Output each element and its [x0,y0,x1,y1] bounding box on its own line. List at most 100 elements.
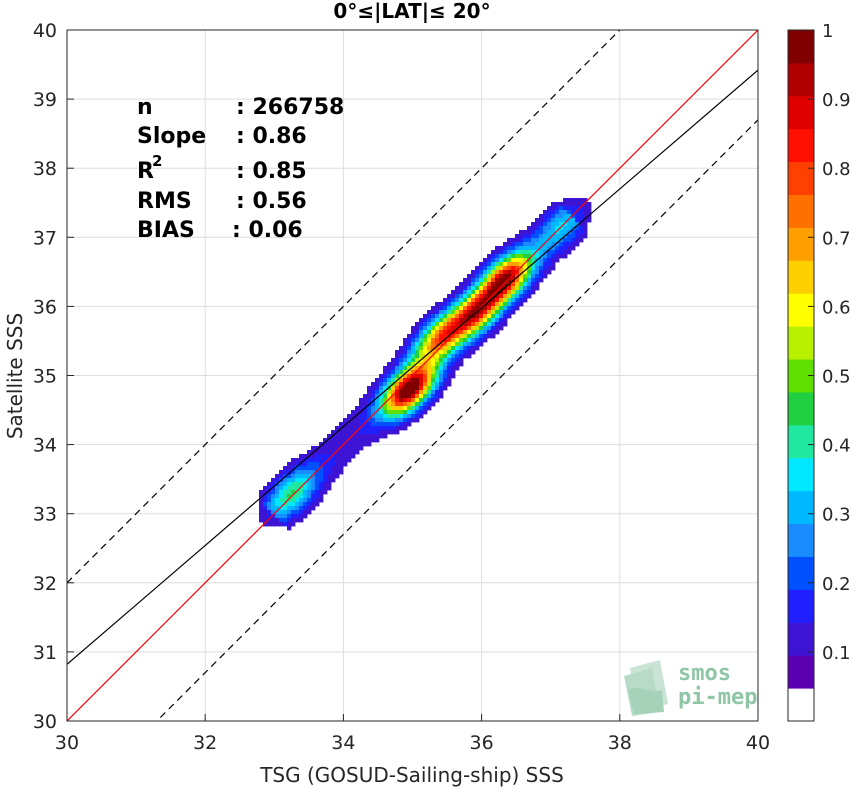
density-cell [567,238,572,243]
density-cell [295,518,300,523]
density-cell [427,366,432,371]
density-cell [299,458,304,463]
density-cell [471,282,476,287]
density-cell [419,334,424,339]
density-cell [467,330,472,335]
density-cell [319,494,324,499]
density-cell [455,358,460,363]
density-cell [427,322,432,327]
density-cell [535,222,540,227]
density-cell [563,238,568,243]
density-cell [335,462,340,467]
density-cell [511,286,516,291]
density-cell [403,426,408,431]
density-cell [539,214,544,219]
density-cell [495,290,500,295]
density-cell [583,226,588,231]
density-cell [451,298,456,303]
density-cell [383,410,388,415]
density-cell [379,378,384,383]
density-cell [351,442,356,447]
density-contours [259,198,592,531]
density-cell [279,498,284,503]
density-cell [363,434,368,439]
density-cell [555,250,560,255]
density-cell [431,322,436,327]
density-cell [515,266,520,271]
offset_upper-line [67,30,621,584]
density-cell [295,490,300,495]
density-cell [287,494,292,499]
density-cell [375,382,380,387]
density-cell [379,406,384,411]
density-cell [411,414,416,419]
density-cell [295,478,300,483]
density-cell [519,290,524,295]
density-cell [291,466,296,471]
stat-label: BIAS [137,218,195,243]
colorbar-tick-labels: 0.1 0.2 0.3 0.4 0.5 0.6 0.7 0.8 0.9 1 [808,21,851,664]
density-cell [427,354,432,359]
density-cell [351,418,356,423]
density-cell [431,306,436,311]
density-cell [531,290,536,295]
density-cell [583,206,588,211]
density-cell [579,206,584,211]
density-cell [343,430,348,435]
density-cell [499,314,504,319]
density-cell [567,250,572,255]
density-cell [287,486,292,491]
density-cell [527,278,532,283]
density-cell [475,334,480,339]
density-cell [267,514,272,519]
density-cell [319,446,324,451]
density-cell [551,210,556,215]
density-cell [463,314,468,319]
density-cell [363,426,368,431]
density-cell [423,338,428,343]
density-cell [527,266,532,271]
density-cell [283,510,288,515]
density-cell [387,362,392,367]
density-cell [471,334,476,339]
density-cell [383,366,388,371]
density-cell [579,218,584,223]
density-cell [439,350,444,355]
density-cell [411,370,416,375]
density-cell [403,418,408,423]
density-cell [487,262,492,267]
density-cell [367,438,372,443]
density-cell [299,514,304,519]
density-cell [279,482,284,487]
x-tick-label: 40 [746,732,770,754]
density-cell [303,466,308,471]
colorbar-tick-label: 0.9 [822,90,851,111]
density-cell [543,254,548,259]
density-cell [387,398,392,403]
density-cell [403,422,408,427]
density-cell [327,446,332,451]
density-cell [411,358,416,363]
density-cell [391,430,396,435]
density-cell [507,274,512,279]
density-cell [547,270,552,275]
density-cell [439,378,444,383]
density-cell [495,278,500,283]
density-cell [307,470,312,475]
density-cell [287,526,292,531]
density-cell [455,346,460,351]
density-cell [415,386,420,391]
density-cell [379,422,384,427]
density-cell [435,354,440,359]
density-cell [287,498,292,503]
density-cell [419,338,424,343]
density-cell [563,230,568,235]
density-cell [395,362,400,367]
density-cell [423,390,428,395]
density-cell [295,494,300,499]
density-cell [535,246,540,251]
density-cell [479,334,484,339]
y-tick-label: 36 [33,296,57,318]
density-cell [475,282,480,287]
colorbar-tick-label: 0.5 [822,367,851,388]
